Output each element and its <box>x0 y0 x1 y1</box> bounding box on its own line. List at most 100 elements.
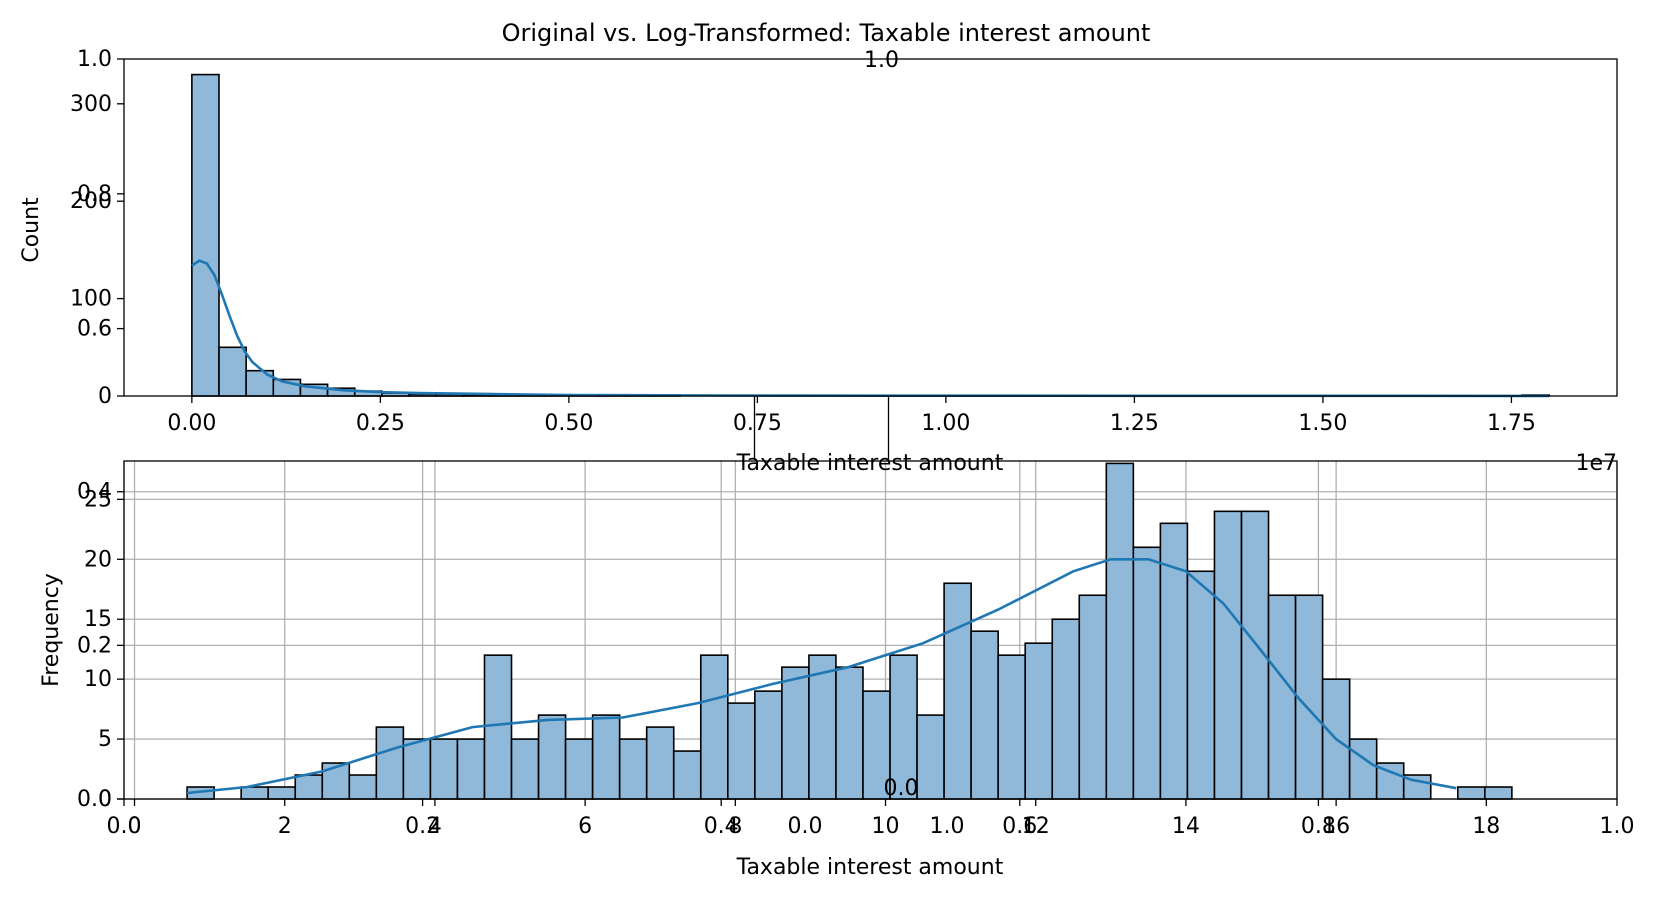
top-x-axis-label: Taxable interest amount <box>736 451 1004 476</box>
overlay-x-tick-label: 0.4 <box>704 814 739 839</box>
histogram-bar <box>429 738 459 800</box>
x-tick-label: 4 <box>428 814 442 839</box>
y-tick-label: 300 <box>70 92 112 117</box>
histogram-bar <box>970 630 999 800</box>
histogram-bar <box>1267 594 1297 800</box>
histogram-bar <box>727 702 756 800</box>
overlay-y-tick-label: 0.0 <box>77 787 112 812</box>
histogram-bar <box>510 738 540 800</box>
histogram-bar <box>1051 618 1081 800</box>
y-tick-label: 10 <box>84 667 112 692</box>
figure-title: Original vs. Log-Transformed: Taxable in… <box>502 19 1151 47</box>
overlay-center-y-tick-label: 0.0 <box>884 776 919 801</box>
x-tick-label: 0.75 <box>733 411 782 436</box>
histogram-bar <box>402 738 432 800</box>
histogram-bar <box>537 714 567 800</box>
overlay-y-tick-label: 0.2 <box>77 633 112 658</box>
x-tick-label: 0.50 <box>544 411 593 436</box>
histogram-bar <box>1078 594 1108 800</box>
x-tick-label: 1.00 <box>921 411 970 436</box>
x-tick-label: 16 <box>1322 814 1350 839</box>
top-bars <box>191 73 1550 397</box>
histogram-bar <box>240 786 269 800</box>
overlay-y-tick-label: 1.0 <box>77 47 112 72</box>
overlay-x-tick-label: 0.2 <box>405 814 440 839</box>
histogram-bar <box>645 726 675 800</box>
top-y-ticks: 0 100 200 300 <box>70 92 124 409</box>
top-overlay-axis: 0.6 0.8 1.0 1.0 <box>77 47 899 460</box>
histogram-bar <box>699 654 729 800</box>
x-tick-label: 2 <box>278 814 292 839</box>
x-tick-label: 10 <box>872 814 900 839</box>
overlay-x-tick-label: 0.0 <box>107 814 142 839</box>
overlay-y-tick-label: 0.6 <box>77 317 112 342</box>
overlay-center-x-tick-label: 0.0 <box>788 814 823 839</box>
overlay-y-tick-label: 0.4 <box>77 480 112 505</box>
overlay-center-x-tick-label: 1.0 <box>930 814 965 839</box>
overlay-y-tick-label: 0.8 <box>77 182 112 207</box>
histogram-bar <box>483 654 513 800</box>
top-histogram-panel: 0 100 200 300 0.00 0.25 0.50 0.75 1.00 1.25 1.50 1… <box>19 47 1618 460</box>
histogram-bar <box>997 654 1027 800</box>
y-tick-label: 5 <box>98 727 112 752</box>
histogram-bar <box>1348 738 1378 800</box>
top-x-ticks: 0.00 0.25 0.50 0.75 1.00 1.25 1.50 1.75 <box>167 396 1536 436</box>
histogram-bar <box>1484 786 1513 800</box>
y-tick-label: 0 <box>98 384 112 409</box>
histogram-bar <box>1105 462 1135 800</box>
y-tick-label: 200 <box>70 189 112 214</box>
histogram-bar <box>618 738 648 800</box>
histogram-bar <box>191 73 220 397</box>
bottom-x-ticks: 0 2 4 6 8 10 12 14 16 18 <box>128 799 1500 839</box>
x-tick-label: 8 <box>728 814 742 839</box>
histogram-bar <box>1456 786 1486 800</box>
top-x-offset-text: 1e7 <box>1575 451 1617 476</box>
x-tick-label: 12 <box>1022 814 1050 839</box>
top-kde-line <box>191 259 1550 398</box>
histogram-bar <box>218 346 247 397</box>
top-panel-overflow: Taxable interest amount 1e7 <box>736 451 1617 476</box>
histogram-bar <box>375 726 405 800</box>
bottom-x-axis-label: Taxable interest amount <box>736 855 1004 880</box>
histogram-bar <box>889 654 918 800</box>
top-axes-frame <box>123 58 1618 397</box>
histogram-bar <box>456 738 486 800</box>
x-tick-label: 1.50 <box>1298 411 1347 436</box>
overlay-x-tick-label: 0.6 <box>1002 814 1037 839</box>
y-tick-label: 0 <box>98 787 112 812</box>
x-tick-label: 14 <box>1172 814 1200 839</box>
histogram-bar <box>267 786 297 800</box>
overlay-x-tick-label: 1.0 <box>1600 814 1635 839</box>
histogram-bar <box>348 774 378 800</box>
histogram-bar <box>294 774 324 800</box>
histogram-bar <box>835 666 864 800</box>
x-tick-label: 1.75 <box>1487 411 1536 436</box>
x-tick-label: 18 <box>1472 814 1500 839</box>
bottom-y-axis-label: Frequency <box>39 573 64 687</box>
histogram-bar <box>943 582 972 800</box>
y-tick-label: 20 <box>84 547 112 572</box>
histogram-bar <box>754 690 783 800</box>
bottom-kde-line <box>186 558 1457 795</box>
x-tick-label: 1.25 <box>1110 411 1159 436</box>
bottom-axes-frame <box>123 460 1618 800</box>
histogram-bar <box>808 654 837 800</box>
y-tick-label: 15 <box>84 607 112 632</box>
histogram-bar <box>564 738 594 800</box>
top-y-axis-label: Count <box>19 197 44 263</box>
x-tick-label: 0.00 <box>167 411 216 436</box>
x-tick-label: 0.25 <box>356 411 405 436</box>
histogram-bar <box>1294 594 1324 800</box>
bottom-overlay-axis: 0.0 0.2 0.4 0.6 0.8 1.00.00.20.40.00.0 1.0 <box>77 480 1635 839</box>
y-tick-label: 100 <box>70 287 112 312</box>
overlay-top-label: 1.0 <box>864 48 899 73</box>
x-tick-label: 0 <box>128 814 142 839</box>
y-tick-label: 25 <box>84 487 112 512</box>
histogram-bar <box>1213 510 1243 800</box>
histogram-bar <box>916 714 945 800</box>
histogram-bar <box>1024 642 1054 800</box>
overlay-x-tick-label: 0.8 <box>1301 814 1336 839</box>
histogram-bar <box>591 714 621 800</box>
histogram-bar <box>1186 570 1216 800</box>
